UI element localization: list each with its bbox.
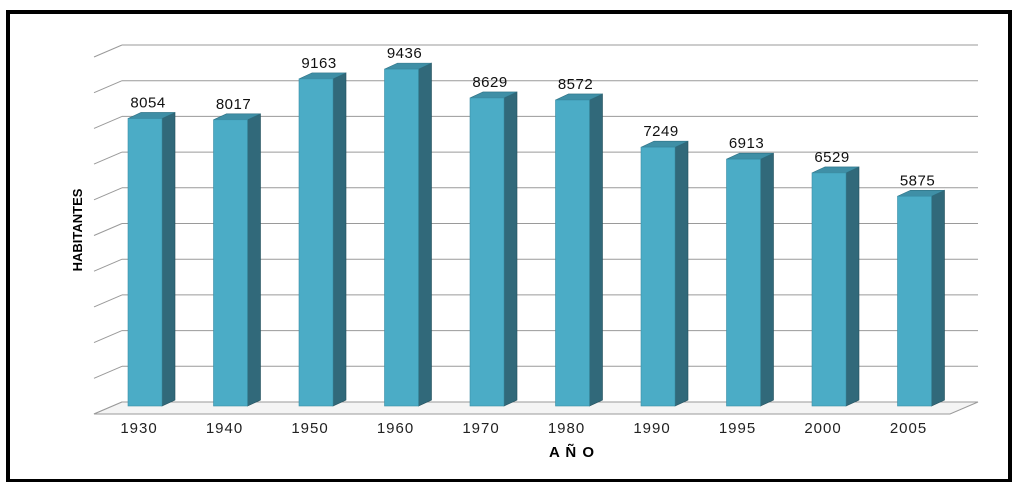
bar-side xyxy=(931,189,945,407)
bar-side xyxy=(674,140,689,407)
bar-side xyxy=(332,72,347,407)
bar xyxy=(897,195,932,407)
bar xyxy=(213,119,248,407)
bars xyxy=(127,62,945,407)
data-label: 8054 xyxy=(130,94,165,111)
x-tick-label: 2000 xyxy=(804,420,841,437)
gridline-depth xyxy=(93,258,123,272)
x-tick-label: 2005 xyxy=(890,420,927,437)
data-label: 8572 xyxy=(558,76,593,93)
bar-side xyxy=(247,113,261,407)
gridline-depth xyxy=(93,294,123,308)
x-tick-label: 1980 xyxy=(548,420,585,437)
data-labels: 8054 8017 9163 9436 8629 8572 7249 6913 6529 5875 xyxy=(130,45,935,189)
bar xyxy=(555,99,590,407)
bar-side xyxy=(161,112,176,407)
data-label: 5875 xyxy=(900,172,935,189)
data-label: 8629 xyxy=(472,74,507,91)
bar xyxy=(640,146,676,407)
x-tick-label: 1940 xyxy=(206,420,243,437)
x-tick-label: 1960 xyxy=(377,420,414,437)
gridline-depth xyxy=(93,151,123,165)
gridline-depth xyxy=(93,115,123,129)
x-tick-label: 1970 xyxy=(462,420,499,437)
data-label: 6529 xyxy=(814,149,849,166)
bar xyxy=(811,172,847,407)
gridline-depth xyxy=(93,330,123,344)
bar xyxy=(469,97,505,407)
data-label: 7249 xyxy=(643,123,678,140)
bar xyxy=(384,68,419,407)
x-tick-label: 1930 xyxy=(120,420,157,437)
bar-side xyxy=(418,62,432,407)
y-axis-title: HABITANTES xyxy=(70,188,85,271)
bar-side xyxy=(589,93,603,407)
x-tick-label: 1950 xyxy=(291,420,328,437)
data-label: 9436 xyxy=(387,45,422,62)
data-label: 6913 xyxy=(729,135,764,152)
gridline-depth xyxy=(93,80,123,94)
x-tick-label: 1990 xyxy=(633,420,670,437)
gridline-depth xyxy=(93,365,123,379)
data-label: 9163 xyxy=(301,55,336,72)
data-label: 8017 xyxy=(216,96,251,113)
bar-side xyxy=(845,166,860,407)
bar xyxy=(726,158,761,407)
gridline-depth xyxy=(93,223,123,236)
x-tick-label: 1995 xyxy=(719,420,756,437)
bar xyxy=(298,78,334,407)
bar-side xyxy=(503,91,518,407)
bar xyxy=(127,118,163,407)
gridline-depth xyxy=(93,187,123,201)
gridline-depth xyxy=(93,44,123,58)
bar-side xyxy=(760,152,774,407)
x-tick-labels: 1930 1940 1950 1960 1970 1980 1990 1995 2000 2005 xyxy=(120,420,927,437)
x-axis-title: A Ñ O xyxy=(549,443,595,461)
